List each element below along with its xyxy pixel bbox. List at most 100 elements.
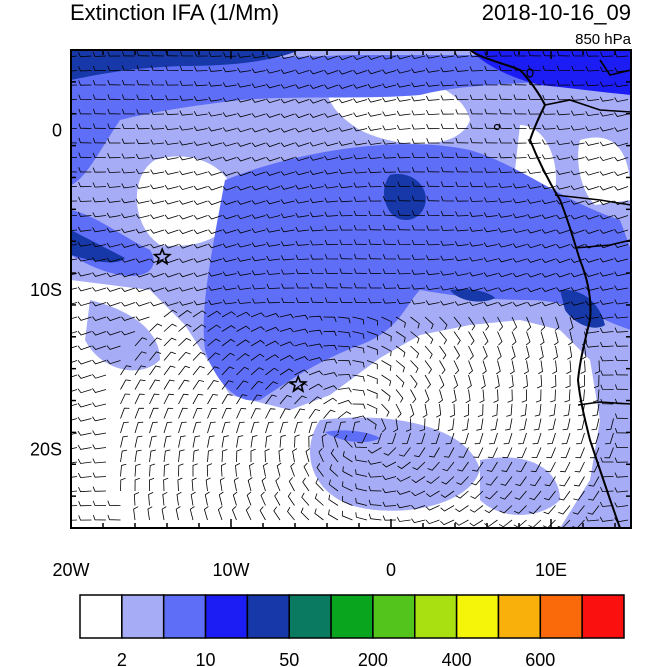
- wind-barb: [469, 286, 484, 292]
- wind-barb: [411, 284, 426, 290]
- wind-barb: [78, 123, 92, 129]
- wind-barb: [395, 345, 406, 358]
- wind-barb: [265, 408, 276, 419]
- wind-barb: [440, 95, 455, 101]
- wind-barb: [485, 490, 498, 500]
- wind-barb: [551, 374, 557, 389]
- wind-barb: [237, 228, 252, 234]
- wind-barb: [381, 345, 392, 357]
- wind-barb: [208, 185, 223, 191]
- wind-barb: [337, 421, 346, 434]
- wind-barb: [193, 229, 208, 235]
- wind-barb: [585, 155, 600, 161]
- wind-barb: [614, 271, 629, 277]
- wind-barb: [150, 109, 165, 115]
- wind-barb: [221, 325, 236, 332]
- wind-barb: [513, 79, 527, 86]
- wind-barb: [134, 337, 148, 347]
- wind-barb: [237, 52, 252, 58]
- wind-barb: [279, 368, 294, 376]
- wind-barb: [339, 253, 353, 260]
- colorbar-swatch: [79, 594, 123, 639]
- wind-barb: [484, 505, 498, 514]
- wind-barb: [265, 313, 280, 318]
- wind-barb: [323, 397, 338, 405]
- wind-barb: [585, 272, 600, 277]
- wind-barb: [164, 169, 179, 175]
- wind-barb: [208, 66, 223, 72]
- wind-barb: [353, 168, 368, 174]
- wind-barb: [308, 396, 322, 405]
- wind-barb: [599, 501, 614, 507]
- wind-barb: [151, 65, 165, 71]
- wind-barb: [382, 268, 397, 275]
- wind-barb: [410, 389, 417, 404]
- wind-barb: [71, 389, 78, 392]
- wind-barb: [71, 316, 78, 320]
- wind-barb: [164, 272, 179, 278]
- wind-barb: [265, 354, 280, 361]
- wind-barb: [121, 51, 136, 57]
- wind-barb: [614, 141, 629, 147]
- wind-barb: [469, 80, 484, 86]
- wind-barb: [135, 258, 150, 263]
- wind-barb: [588, 490, 600, 501]
- wind-barb: [484, 182, 498, 188]
- wind-barb: [498, 51, 513, 57]
- x-tick-label: 0: [386, 560, 396, 580]
- wind-barb: [71, 374, 78, 378]
- wind-barb: [411, 166, 426, 173]
- wind-barb: [71, 432, 78, 435]
- wind-barb: [599, 111, 614, 117]
- wind-barb: [309, 184, 324, 190]
- wind-barb: [482, 360, 487, 375]
- wind-barb: [338, 112, 353, 118]
- wind-barb: [135, 198, 150, 204]
- wind-barb: [527, 272, 542, 278]
- wind-barb: [237, 171, 252, 177]
- wind-barb: [585, 185, 600, 191]
- wind-barb: [150, 94, 165, 101]
- wind-barb: [454, 301, 469, 306]
- wind-barb: [208, 111, 223, 117]
- wind-barb: [440, 490, 455, 498]
- wind-barb: [441, 476, 455, 485]
- wind-barb: [614, 427, 629, 434]
- wind-barb: [499, 490, 513, 500]
- wind-barb: [591, 418, 600, 431]
- wind-barb: [395, 331, 406, 343]
- wind-barb: [426, 123, 440, 130]
- wind-barb: [498, 287, 513, 292]
- wind-barb: [469, 108, 484, 115]
- wind-barb: [121, 213, 136, 219]
- wind-barb: [77, 330, 92, 336]
- wind-barb: [310, 254, 324, 260]
- wind-barb: [106, 242, 121, 248]
- wind-barb: [368, 283, 382, 289]
- colorbar-swatch: [162, 594, 207, 639]
- wind-barb: [294, 356, 309, 361]
- light-haze-southeast: [480, 457, 560, 515]
- wind-barb: [483, 272, 498, 277]
- wind-barb: [280, 98, 295, 104]
- wind-barb: [92, 301, 107, 307]
- wind-barb: [422, 403, 428, 418]
- wind-barb: [120, 477, 126, 492]
- wind-barb: [484, 51, 498, 57]
- wind-barb: [514, 505, 527, 514]
- wind-barb: [275, 477, 281, 492]
- wind-barb: [106, 212, 121, 218]
- wind-barb: [614, 313, 629, 319]
- wind-barb: [455, 490, 469, 499]
- wind-barb: [585, 96, 600, 102]
- dense-core-northeast: [470, 50, 631, 95]
- wind-barb: [512, 228, 527, 234]
- wind-barb: [178, 421, 187, 434]
- wind-barb: [411, 225, 426, 231]
- wind-barb: [107, 123, 121, 129]
- wind-barb: [585, 516, 600, 522]
- wind-barb: [120, 463, 127, 477]
- wind-barb: [556, 140, 571, 146]
- wind-barb: [594, 360, 600, 374]
- wind-barb: [498, 65, 513, 71]
